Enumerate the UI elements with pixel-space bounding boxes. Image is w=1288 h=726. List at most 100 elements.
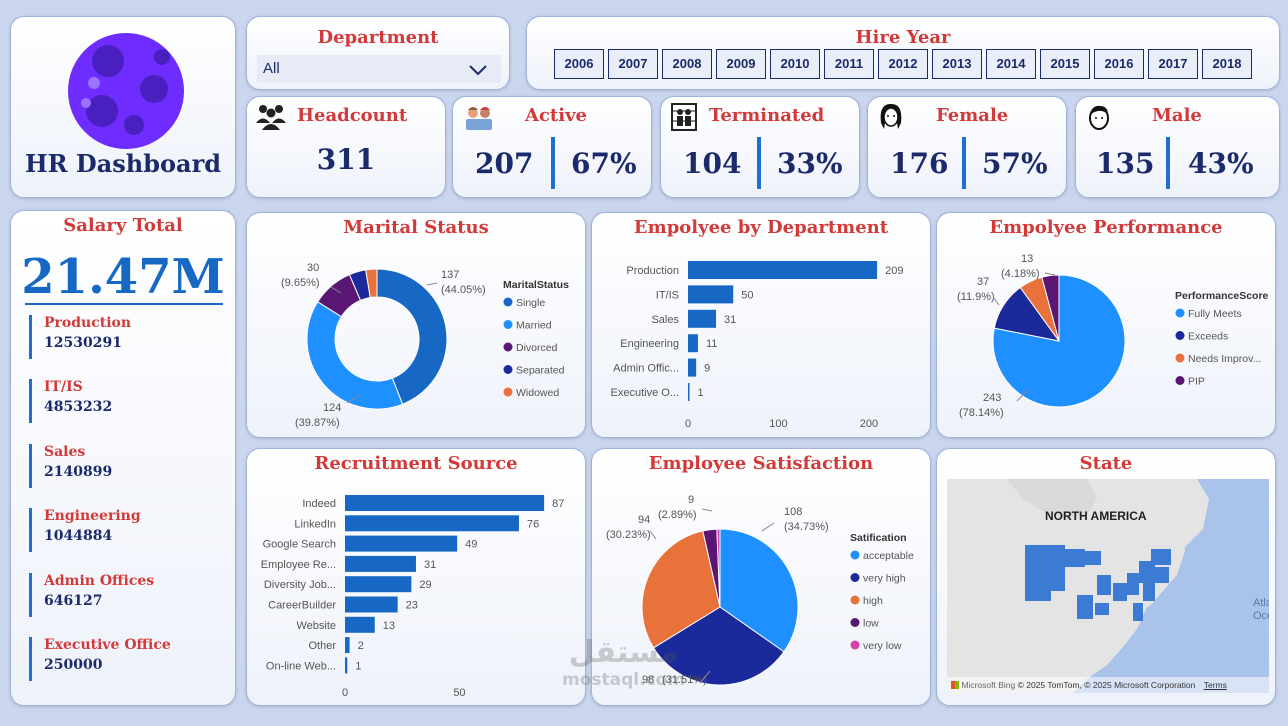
active-value: 207 [475,147,534,180]
female-label: Female [936,105,1009,126]
bar-linkedin[interactable] [345,515,519,532]
bar-sales[interactable] [688,309,717,328]
salary-item-name: Executive Office [44,637,171,653]
legend-marker [503,320,513,329]
leader-line [426,282,438,286]
category-label: Production [626,265,679,277]
region-label: NORTH AMERICA [1045,509,1147,523]
leader-line [761,522,775,532]
year-button-2009[interactable]: 2009 [716,49,766,79]
leader-line [992,296,1000,306]
legend-marker [850,550,860,560]
year-button-2006[interactable]: 2006 [554,49,604,79]
pie-slice-very-low[interactable] [716,528,721,608]
pie-slice-single[interactable] [376,268,448,405]
leader-line [346,394,360,404]
year-button-2016[interactable]: 2016 [1094,49,1144,79]
headcount-value: 311 [316,143,376,176]
active-percent: 67% [571,147,637,180]
bar-careerbuilder[interactable] [345,596,398,613]
data-label-percent: (9.65%) [281,277,320,289]
female-percent: 57% [982,147,1048,180]
recruitment-title: Recruitment Source [314,453,518,474]
legend-marker [1175,308,1185,318]
bing-logo-icon [951,681,959,689]
legend-marker [850,573,860,582]
salary-item-value: 646127 [44,592,103,609]
category-label: Diversity Job... [264,579,336,591]
map-terms-link[interactable]: Terms [1203,680,1227,690]
terminated-percent: 33% [777,147,843,180]
bar-value-label: 31 [724,314,736,326]
legend-item: Needs Improv... [1188,353,1261,365]
x-tick-label: 50 [453,687,465,699]
department-selected: All [263,60,280,77]
pie-slice-high[interactable] [641,530,721,649]
terminated-icon [671,103,697,131]
leader-line [1044,272,1056,276]
map-canvas[interactable]: NORTH AMERICA Atlan Oce Microsoft Bing ©… [947,479,1269,693]
pie-slice-married[interactable] [306,301,404,410]
department-label: Department [317,27,439,48]
legend-item: very high [863,573,906,585]
year-button-2008[interactable]: 2008 [662,49,712,79]
data-label-percent: (11.9%) [957,291,995,303]
bar-indeed[interactable] [345,495,545,511]
year-button-2018[interactable]: 2018 [1202,49,1252,79]
year-button-2007[interactable]: 2007 [608,49,658,79]
bar-it-is[interactable] [688,285,734,304]
legend-item: high [863,595,883,607]
marital-status-chart: MaritalStatus Single Married Divorced Separa… [281,262,569,429]
legend-item: Widowed [516,387,559,399]
male-divider [1166,137,1170,189]
performance-chart: PerformanceScore Fully Meets Exceeds Needs … [957,253,1269,419]
data-label-value: 13 [1021,253,1033,265]
leader-line [330,286,342,294]
leader-line [1016,390,1028,402]
x-tick-label: 100 [769,418,787,430]
category-label: IT/IS [656,289,679,301]
male-label: Male [1152,105,1202,126]
chevron-down-icon [469,65,487,76]
bar-other[interactable] [345,637,350,654]
year-button-2010[interactable]: 2010 [770,49,820,79]
pie-slice-acceptable[interactable] [719,528,799,653]
legend-item: Divorced [516,342,558,354]
bar-website[interactable] [345,616,375,633]
bar-admin-offic-[interactable] [688,358,697,377]
legend-marker [850,640,860,650]
year-button-2017[interactable]: 2017 [1148,49,1198,79]
bar-value-label: 29 [419,579,431,591]
pie-slice-pip[interactable] [1041,274,1060,342]
year-button-2015[interactable]: 2015 [1040,49,1090,79]
ocean-label-line-1: Atlan [1253,597,1269,609]
bar-diversity-job-[interactable] [345,576,412,593]
data-label-value: 108 [784,506,802,518]
bar-on-line-web-[interactable] [345,657,348,674]
bar-google-search[interactable] [345,535,458,552]
female-value: 176 [890,147,949,180]
bar-executive-o-[interactable] [688,383,690,401]
category-label: Indeed [302,498,336,510]
pie-slice-very-high[interactable] [652,606,785,686]
female-divider [962,137,966,189]
legend-title: MaritalStatus [503,279,569,291]
bar-engineering[interactable] [688,334,698,353]
male-icon [1089,105,1109,130]
year-button-2014[interactable]: 2014 [986,49,1036,79]
category-label: Other [308,640,336,652]
year-button-2013[interactable]: 2013 [932,49,982,79]
department-dropdown[interactable]: All [257,55,501,83]
bar-value-label: 2 [358,640,364,652]
ocean-label-line-2: Oce [1253,610,1269,622]
pie-slice-widowed[interactable] [365,268,378,299]
year-button-2012[interactable]: 2012 [878,49,928,79]
legend-item: Exceeds [1188,331,1228,343]
bar-employee-re-[interactable] [345,555,416,572]
category-label: Employee Re... [261,559,336,571]
legend-item: Fully Meets [1188,308,1242,320]
year-button-2011[interactable]: 2011 [824,49,874,79]
pie-slice-fully-meets[interactable] [992,274,1126,408]
bar-production[interactable] [688,261,878,279]
salary-item: Engineering 1044884 [29,508,141,553]
